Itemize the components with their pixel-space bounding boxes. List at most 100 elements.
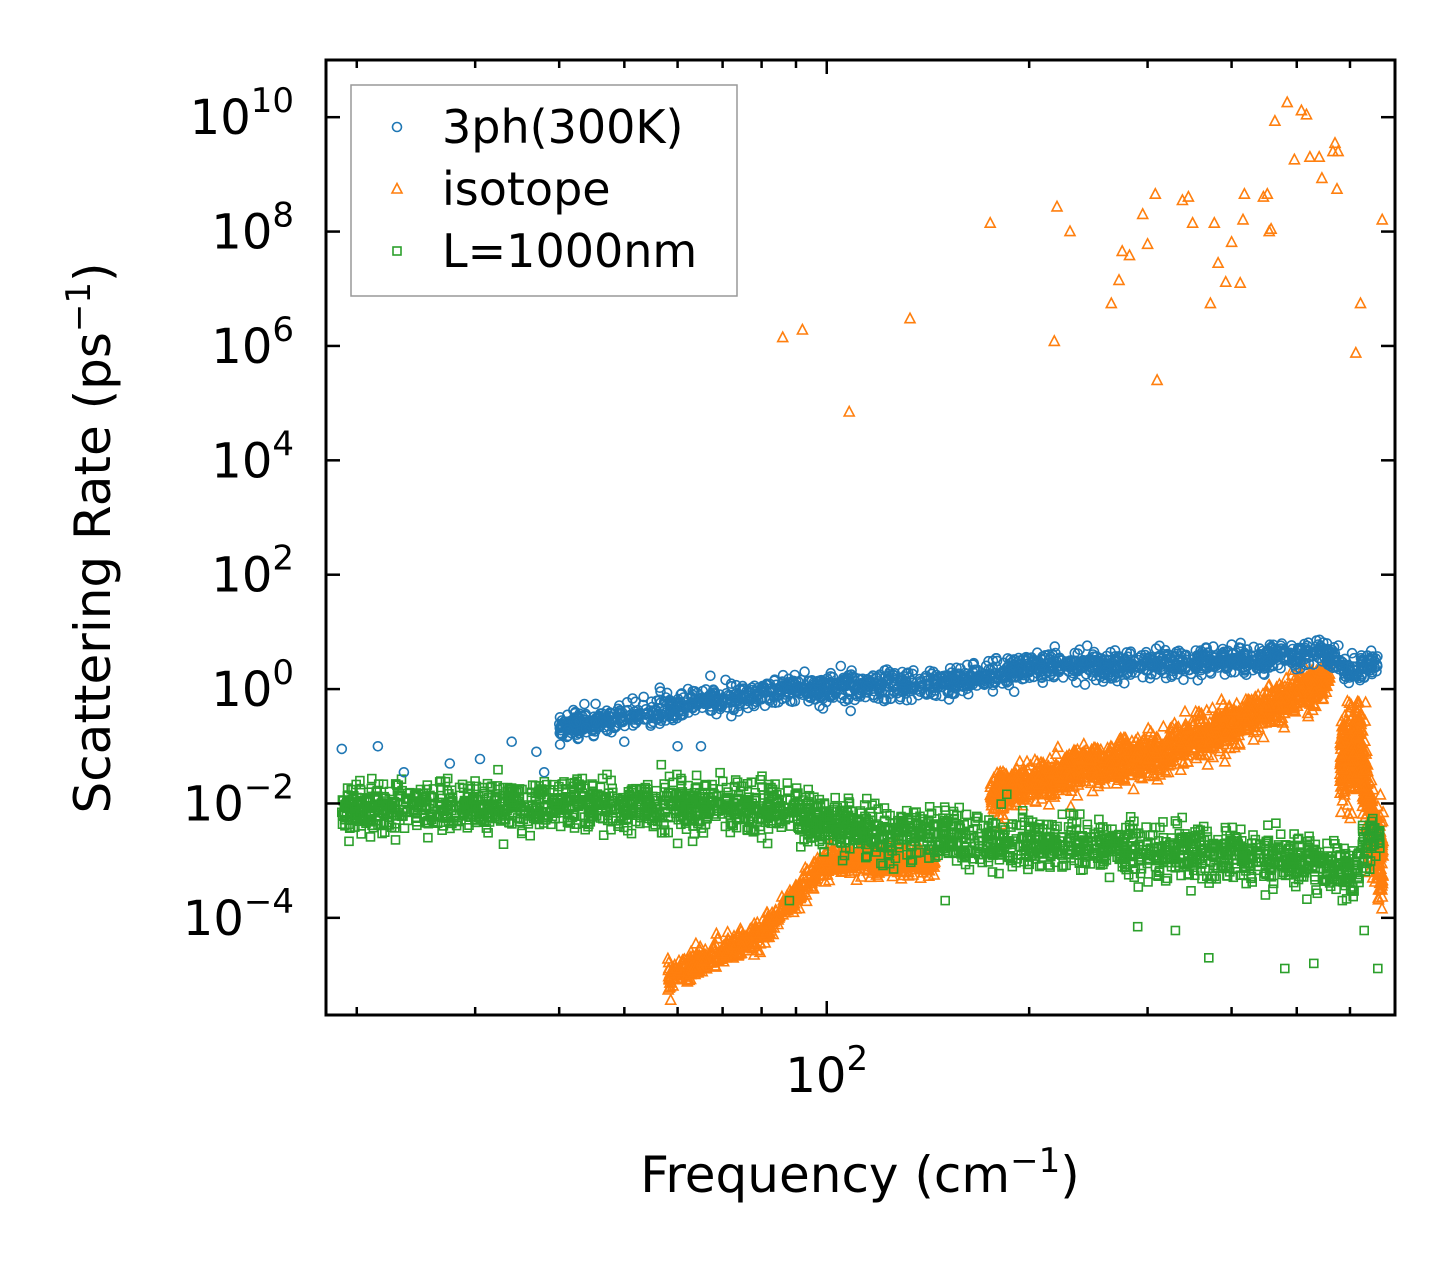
data-point: [1115, 752, 1129, 765]
data-point: [861, 863, 875, 876]
data-point: [1126, 753, 1139, 766]
data-point: [670, 964, 683, 977]
data-point: [661, 982, 675, 995]
data-point: [1111, 736, 1125, 749]
data-point: [693, 939, 707, 952]
data-point: [1247, 732, 1260, 745]
data-point: [1079, 742, 1093, 755]
data-point: [1092, 742, 1105, 756]
data-point: [709, 959, 722, 972]
data-point: [847, 851, 861, 864]
data-point: [881, 862, 895, 875]
data-point: [1123, 763, 1137, 776]
data-point: [1308, 685, 1322, 698]
data-point: [1052, 783, 1066, 796]
data-point: [1202, 735, 1216, 748]
data-point: [656, 759, 667, 770]
data-point: [787, 905, 800, 918]
data-point: [709, 938, 723, 951]
data-point: [498, 839, 509, 850]
data-point: [850, 872, 863, 886]
data-point: [672, 963, 686, 977]
data-point: [815, 868, 828, 881]
data-point: [1189, 751, 1203, 764]
data-point: [1316, 692, 1329, 705]
data-point: [1133, 770, 1147, 783]
data-point: [1153, 761, 1167, 774]
data-point: [1192, 712, 1206, 725]
data-point: [1077, 736, 1091, 750]
data-point: [751, 943, 764, 956]
data-point: [1208, 717, 1222, 730]
data-point: [1318, 677, 1332, 691]
data-point: [796, 875, 810, 888]
data-point: [1259, 711, 1272, 724]
data-point: [676, 953, 689, 966]
data-point: [1105, 754, 1119, 767]
data-point: [914, 870, 927, 884]
data-point: [1272, 713, 1285, 726]
plot-area: [336, 95, 1390, 1006]
data-point: [1059, 782, 1073, 796]
data-point: [891, 865, 905, 878]
data-point: [1228, 740, 1241, 753]
data-point: [1043, 783, 1057, 797]
data-point: [1157, 750, 1171, 763]
data-point: [1131, 730, 1145, 744]
data-point: [1215, 692, 1228, 705]
data-point: [1161, 737, 1174, 750]
data-point: [809, 855, 822, 868]
data-point: [1211, 706, 1225, 719]
data-point: [525, 830, 536, 841]
data-point: [399, 823, 410, 834]
data-point: [661, 951, 675, 964]
data-point: [1133, 756, 1146, 769]
data-point: [1070, 788, 1084, 801]
data-point: [1201, 757, 1215, 770]
data-point: [989, 776, 1003, 789]
data-point: [710, 926, 723, 939]
data-point: [1178, 704, 1192, 717]
data-point: [699, 951, 712, 964]
data-point: [689, 936, 703, 949]
data-point: [720, 947, 734, 961]
data-point: [1182, 736, 1196, 750]
data-point: [1276, 715, 1290, 728]
data-point: [927, 867, 941, 880]
data-point: [1174, 762, 1188, 776]
data-point: [805, 862, 819, 875]
data-point: [1192, 744, 1206, 757]
isotope-upper-band: [984, 650, 1336, 830]
data-point: [748, 920, 762, 933]
data-point: [365, 832, 376, 842]
data-point: [1018, 771, 1032, 784]
data-point: [1316, 663, 1330, 676]
data-point: [1084, 752, 1098, 766]
data-point: [1250, 711, 1264, 724]
data-point: [1260, 699, 1273, 712]
data-point: [748, 923, 762, 936]
data-point: [1248, 690, 1262, 703]
data-point: [1058, 763, 1072, 776]
isotope-lower-band: [661, 833, 942, 1006]
data-point: [1086, 784, 1099, 797]
data-point: [1141, 751, 1155, 764]
data-point: [1177, 729, 1190, 743]
data-point: [1202, 732, 1216, 745]
data-point: [865, 865, 879, 878]
data-point: [753, 945, 767, 958]
data-point: [1168, 723, 1182, 736]
data-point: [1035, 791, 1049, 804]
data-point: [711, 946, 725, 959]
data-point: [854, 869, 868, 882]
data-point: [1165, 739, 1179, 752]
data-point: [1282, 676, 1296, 690]
data-point: [1054, 773, 1067, 787]
data-point: [1005, 775, 1018, 788]
data-point: [1150, 742, 1163, 755]
data-point: [1238, 719, 1251, 732]
data-point: [1049, 746, 1063, 760]
data-point: [1142, 736, 1156, 749]
data-point: [1226, 716, 1239, 729]
data-point: [1247, 725, 1261, 738]
